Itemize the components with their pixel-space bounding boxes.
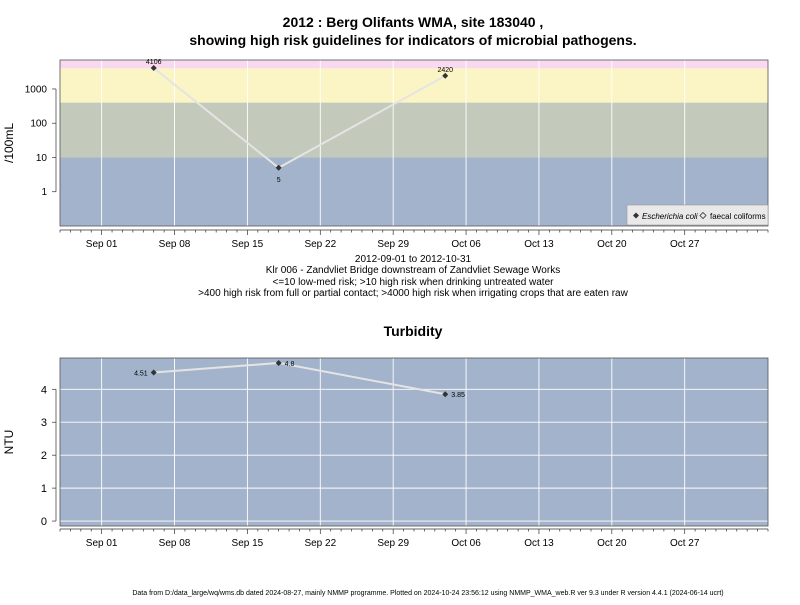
site-description: Klr 006 - Zandvliet Bridge downstream of… [266,265,560,276]
band-irrigation-risk [60,60,768,69]
x-axis: Sep 01 Sep 08 Sep 15 Sep 22 Sep 29 Oct 06 Oct … [59,229,769,250]
risk-note-2: >400 high risk from full or partial cont… [198,288,628,299]
ecoli-data-label: 2420 [437,67,453,74]
x-tick-label: Oct 13 [524,538,554,549]
band-contact-risk [60,68,768,103]
legend-faecal-label: faecal coliforms [710,212,766,221]
legend: Escherichia coli faecal coliforms [626,204,769,226]
y-axis: 0 1 2 3 4 [41,384,57,528]
x-tick-label: Sep 22 [304,538,336,549]
series-layer: 4.51 4.8 3.85 [134,359,465,399]
band-drinking-risk [60,102,768,158]
plot-frame [59,59,769,227]
y-axis-label: NTU [2,430,16,455]
ecoli-data-point [442,72,449,79]
risk-note-1: <=10 low-med risk; >10 high risk when dr… [273,277,555,288]
x-tick-label: Oct 27 [670,239,700,250]
y-tick-label: 0 [41,516,47,528]
x-tick-label: Sep 29 [377,538,409,549]
x-tick-label: Sep 15 [232,538,264,549]
legend-box [626,204,769,226]
y-tick-label: 1 [41,483,47,495]
x-tick-label: Sep 29 [377,239,409,250]
y-axis-label: /100mL [2,123,16,163]
chart-title-line2: showing high risk guidelines for indicat… [189,32,636,48]
turbidity-title: Turbidity [384,323,443,339]
x-tick-label: Oct 27 [670,538,700,549]
ecoli-data-point [150,64,157,71]
risk-bands [60,60,768,226]
legend-ecoli-label: Escherichia coli [642,212,698,221]
series-layer: 4106 5 2420 [146,59,453,184]
y-tick-label: 10 [36,153,48,164]
y-tick-label: 3 [41,417,47,429]
x-axis: Sep 01 Sep 08 Sep 15 Sep 22 Sep 29 Oct 06 Oct … [59,528,769,549]
y-axis: 1 10 100 1000 [25,84,57,198]
x-tick-label: Sep 01 [86,239,118,250]
x-tick-label: Sep 15 [232,239,264,250]
y-tick-label: 2 [41,450,47,462]
x-tick-label: Sep 08 [159,538,191,549]
grid-lines [60,358,768,526]
x-tick-label: Sep 08 [159,239,191,250]
turbidity-data-point [150,369,157,376]
x-tick-label: Oct 20 [597,239,627,250]
plot-frame [59,357,769,527]
legend-ecoli-marker [633,212,639,219]
y-tick-label: 4 [41,384,47,396]
legend-faecal-marker [699,211,707,220]
ecoli-data-label: 5 [277,177,281,184]
y-tick-label: 1000 [25,84,48,95]
plot-background [60,358,768,526]
ecoli-data-label: 4106 [146,59,162,66]
footer-note: Data from D:/data_large/wq/wms.db dated … [132,590,723,597]
turbidity-data-label: 4.8 [285,361,295,368]
chart-title-line1: 2012 : Berg Olifants WMA, site 183040 , [283,14,544,30]
date-range: 2012-09-01 to 2012-10-31 [355,254,472,265]
x-tick-label: Sep 01 [86,538,118,549]
x-tick-label: Sep 22 [304,239,336,250]
turbidity-data-point [442,391,449,398]
ecoli-data-point [275,164,282,171]
y-tick-label: 100 [30,119,47,130]
turbidity-panel: Turbidity 4.51 4.8 3.85 0 1 2 3 4 Sep 01 Sep 08… [2,323,769,549]
turbidity-data-point [275,359,282,366]
turbidity-data-label: 3.85 [451,392,465,399]
x-tick-label: Oct 20 [597,538,627,549]
x-tick-label: Oct 06 [451,538,481,549]
x-tick-label: Oct 06 [451,239,481,250]
x-tick-label: Oct 13 [524,239,554,250]
y-tick-label: 1 [41,187,47,198]
turbidity-data-label: 4.51 [134,370,148,377]
